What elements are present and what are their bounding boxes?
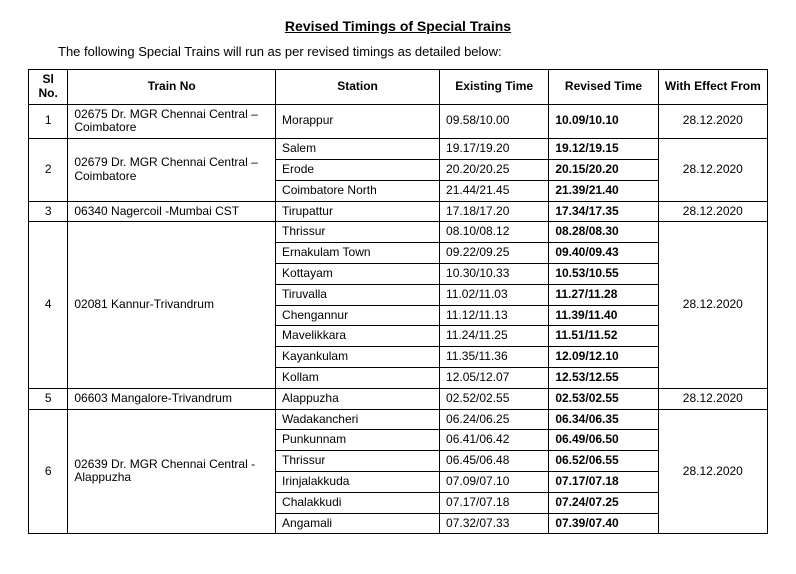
cell-revised: 17.34/17.35 [549, 201, 658, 222]
cell-sl: 5 [29, 388, 68, 409]
cell-revised: 11.27/11.28 [549, 284, 658, 305]
cell-existing: 02.52/02.55 [440, 388, 549, 409]
col-wef: With Effect From [658, 70, 767, 105]
timings-table: Sl No. Train No Station Existing Time Re… [28, 69, 768, 534]
cell-wef: 28.12.2020 [658, 409, 767, 534]
cell-revised: 07.24/07.25 [549, 492, 658, 513]
cell-existing: 07.32/07.33 [440, 513, 549, 534]
cell-existing: 07.17/07.18 [440, 492, 549, 513]
cell-wef: 28.12.2020 [658, 139, 767, 201]
cell-station: Morappur [276, 104, 440, 139]
cell-existing: 11.02/11.03 [440, 284, 549, 305]
cell-train: 02679 Dr. MGR Chennai Central – Coimbato… [68, 139, 276, 201]
cell-revised: 07.17/07.18 [549, 471, 658, 492]
cell-station: Tirupattur [276, 201, 440, 222]
cell-station: Kayankulam [276, 347, 440, 368]
cell-wef: 28.12.2020 [658, 104, 767, 139]
cell-revised: 08.28/08.30 [549, 222, 658, 243]
col-revised: Revised Time [549, 70, 658, 105]
cell-station: Kollam [276, 367, 440, 388]
col-sl: Sl No. [29, 70, 68, 105]
cell-existing: 11.35/11.36 [440, 347, 549, 368]
cell-sl: 2 [29, 139, 68, 201]
cell-sl: 1 [29, 104, 68, 139]
cell-revised: 12.53/12.55 [549, 367, 658, 388]
cell-station: Punkunnam [276, 430, 440, 451]
cell-existing: 11.12/11.13 [440, 305, 549, 326]
cell-existing: 09.22/09.25 [440, 243, 549, 264]
table-row: 506603 Mangalore-TrivandrumAlappuzha02.5… [29, 388, 768, 409]
table-row: 602639 Dr. MGR Chennai Central - Alappuz… [29, 409, 768, 430]
cell-station: Mavelikkara [276, 326, 440, 347]
cell-station: Angamali [276, 513, 440, 534]
cell-revised: 11.51/11.52 [549, 326, 658, 347]
table-row: 402081 Kannur-TrivandrumThrissur08.10/08… [29, 222, 768, 243]
table-row: 102675 Dr. MGR Chennai Central – Coimbat… [29, 104, 768, 139]
cell-existing: 21.44/21.45 [440, 180, 549, 201]
cell-revised: 20.15/20.20 [549, 159, 658, 180]
cell-station: Chalakkudi [276, 492, 440, 513]
cell-station: Tiruvalla [276, 284, 440, 305]
cell-revised: 10.09/10.10 [549, 104, 658, 139]
cell-existing: 12.05/12.07 [440, 367, 549, 388]
cell-station: Coimbatore North [276, 180, 440, 201]
cell-existing: 10.30/10.33 [440, 263, 549, 284]
cell-existing: 19.17/19.20 [440, 139, 549, 160]
cell-wef: 28.12.2020 [658, 201, 767, 222]
page-title: Revised Timings of Special Trains [28, 18, 768, 34]
cell-revised: 12.09/12.10 [549, 347, 658, 368]
cell-revised: 06.34/06.35 [549, 409, 658, 430]
cell-wef: 28.12.2020 [658, 222, 767, 388]
cell-existing: 20.20/20.25 [440, 159, 549, 180]
cell-existing: 06.45/06.48 [440, 451, 549, 472]
cell-train: 02081 Kannur-Trivandrum [68, 222, 276, 388]
cell-train: 06340 Nagercoil -Mumbai CST [68, 201, 276, 222]
cell-station: Erode [276, 159, 440, 180]
cell-revised: 09.40/09.43 [549, 243, 658, 264]
cell-sl: 6 [29, 409, 68, 534]
table-body: 102675 Dr. MGR Chennai Central – Coimbat… [29, 104, 768, 534]
cell-train: 06603 Mangalore-Trivandrum [68, 388, 276, 409]
cell-existing: 06.24/06.25 [440, 409, 549, 430]
cell-revised: 06.49/06.50 [549, 430, 658, 451]
cell-existing: 11.24/11.25 [440, 326, 549, 347]
cell-existing: 07.09/07.10 [440, 471, 549, 492]
cell-station: Wadakancheri [276, 409, 440, 430]
cell-existing: 17.18/17.20 [440, 201, 549, 222]
cell-revised: 07.39/07.40 [549, 513, 658, 534]
cell-revised: 11.39/11.40 [549, 305, 658, 326]
cell-station: Thrissur [276, 222, 440, 243]
cell-existing: 08.10/08.12 [440, 222, 549, 243]
page-subtitle: The following Special Trains will run as… [58, 44, 768, 59]
col-existing: Existing Time [440, 70, 549, 105]
cell-revised: 19.12/19.15 [549, 139, 658, 160]
cell-sl: 4 [29, 222, 68, 388]
cell-revised: 10.53/10.55 [549, 263, 658, 284]
cell-wef: 28.12.2020 [658, 388, 767, 409]
cell-revised: 06.52/06.55 [549, 451, 658, 472]
table-row: 202679 Dr. MGR Chennai Central – Coimbat… [29, 139, 768, 160]
table-row: 306340 Nagercoil -Mumbai CSTTirupattur17… [29, 201, 768, 222]
cell-revised: 02.53/02.55 [549, 388, 658, 409]
cell-revised: 21.39/21.40 [549, 180, 658, 201]
col-station: Station [276, 70, 440, 105]
cell-station: Salem [276, 139, 440, 160]
cell-existing: 06.41/06.42 [440, 430, 549, 451]
cell-station: Chengannur [276, 305, 440, 326]
cell-existing: 09.58/10.00 [440, 104, 549, 139]
cell-station: Kottayam [276, 263, 440, 284]
cell-station: Irinjalakkuda [276, 471, 440, 492]
cell-sl: 3 [29, 201, 68, 222]
cell-station: Ernakulam Town [276, 243, 440, 264]
cell-train: 02639 Dr. MGR Chennai Central - Alappuzh… [68, 409, 276, 534]
cell-train: 02675 Dr. MGR Chennai Central – Coimbato… [68, 104, 276, 139]
table-header-row: Sl No. Train No Station Existing Time Re… [29, 70, 768, 105]
cell-station: Alappuzha [276, 388, 440, 409]
col-train: Train No [68, 70, 276, 105]
cell-station: Thrissur [276, 451, 440, 472]
